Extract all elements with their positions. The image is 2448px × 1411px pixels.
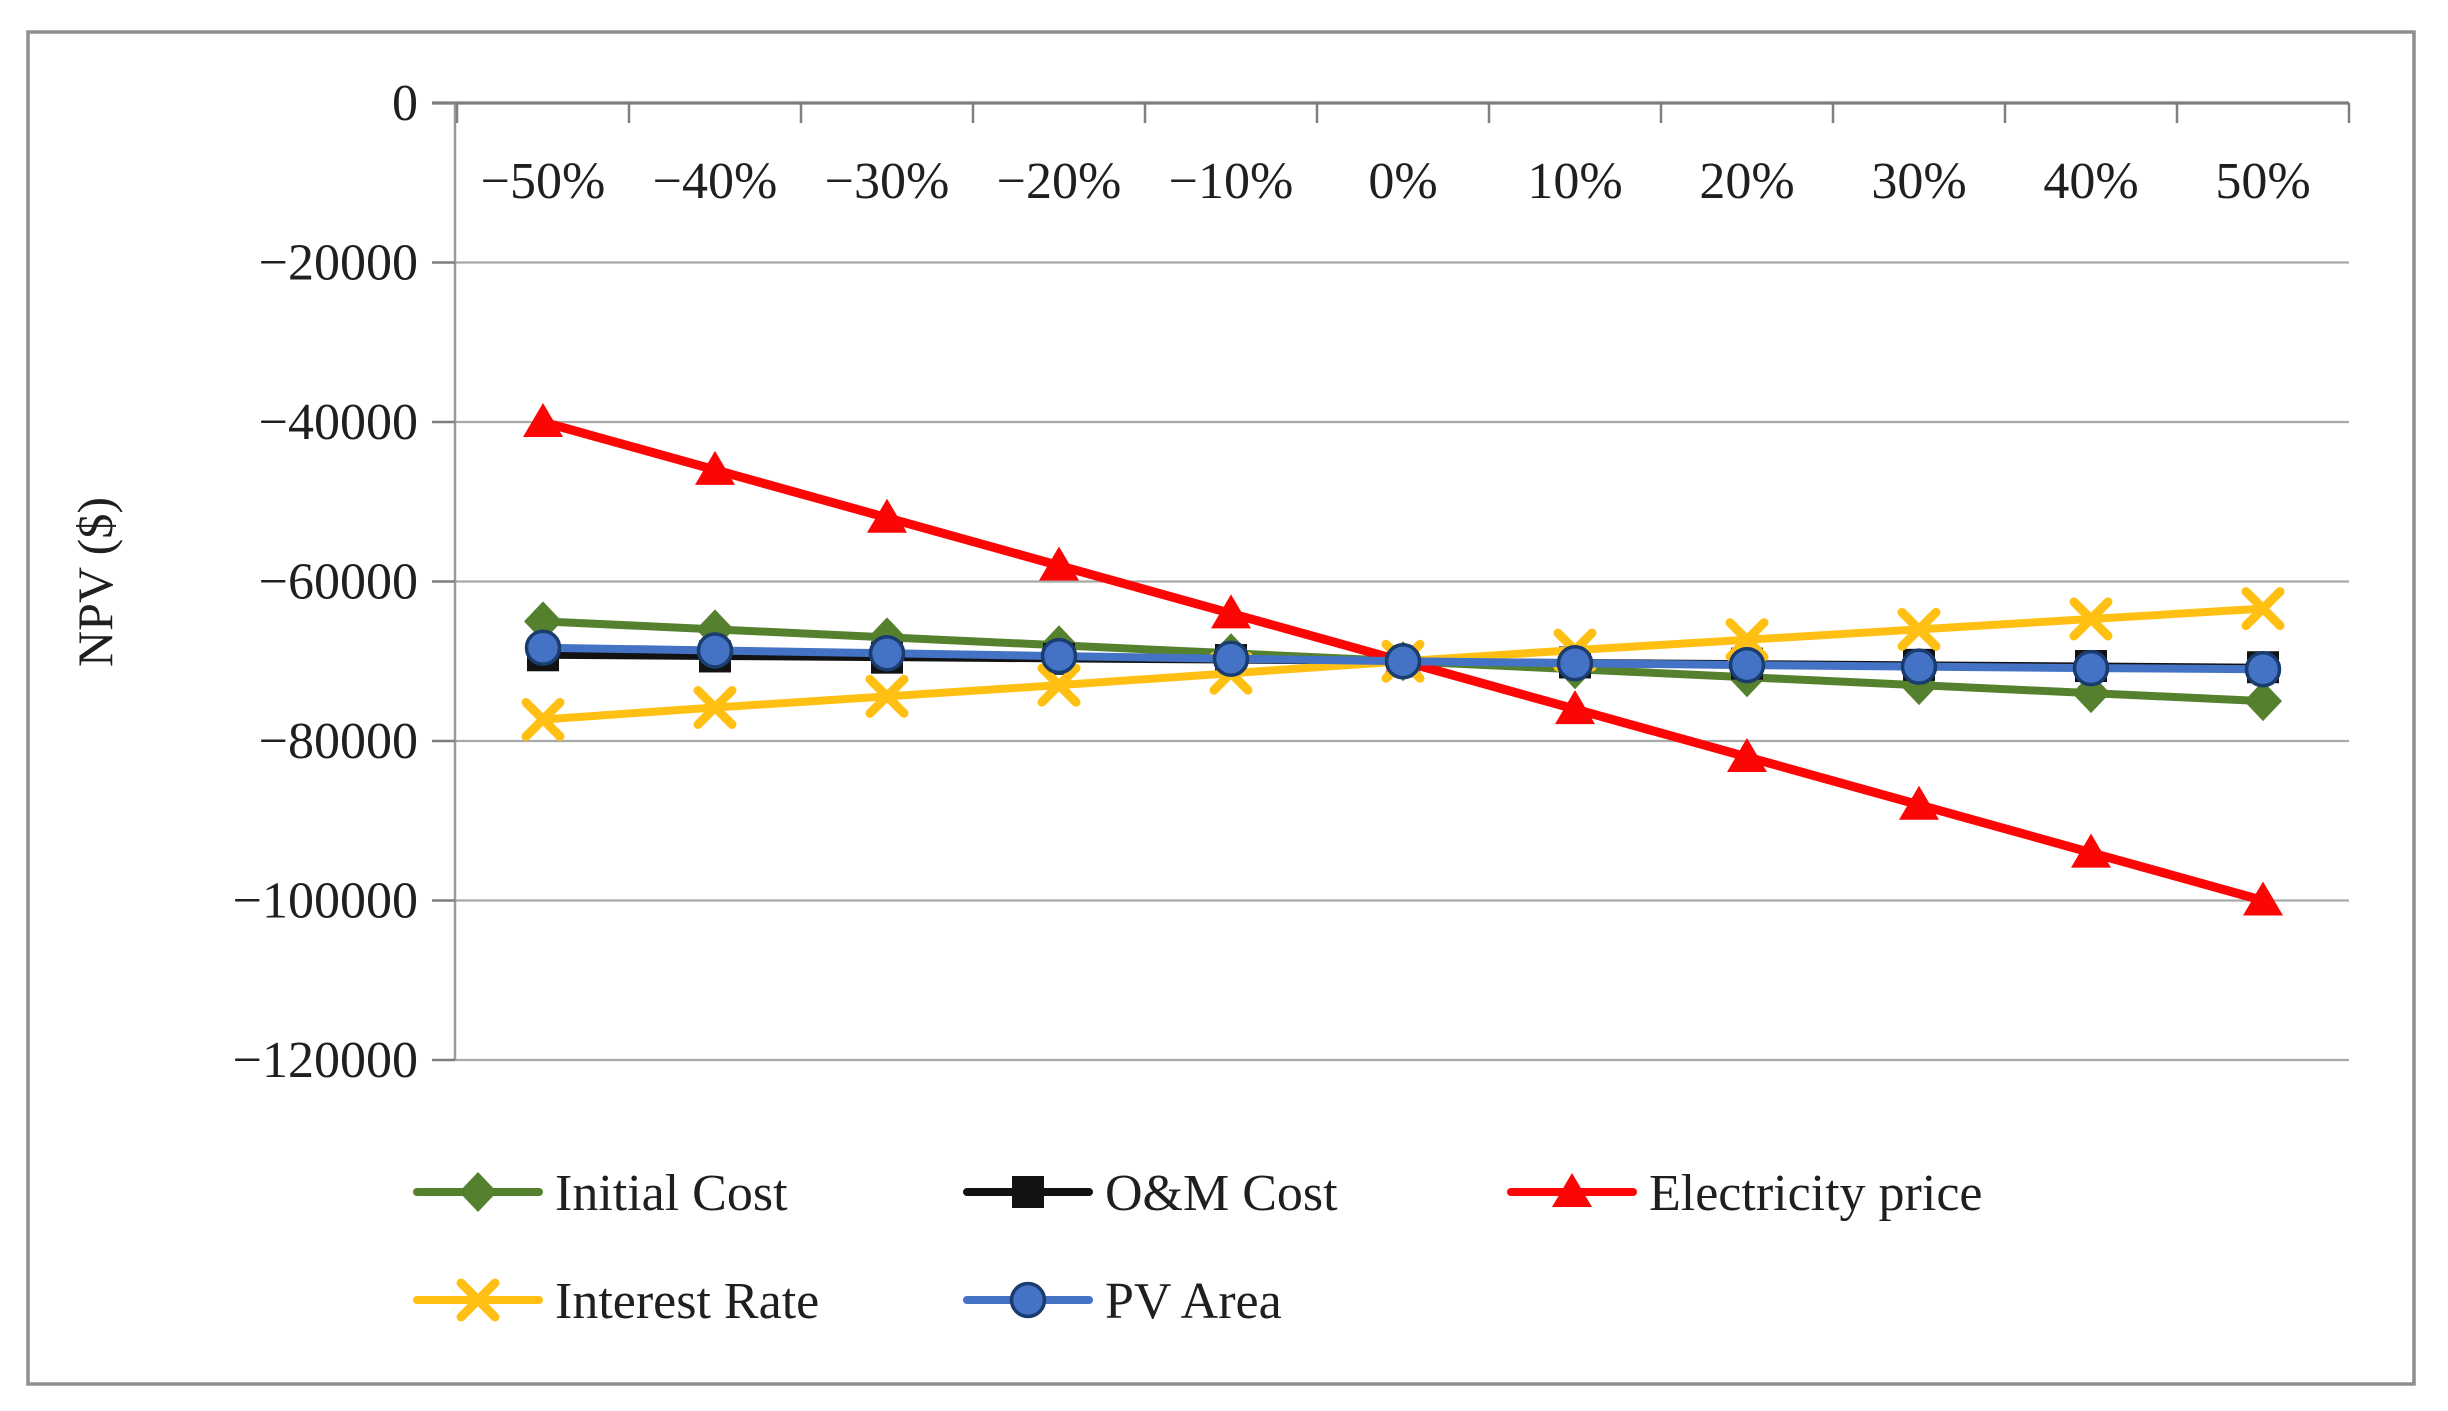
circle-marker <box>2244 650 2282 688</box>
triangle-marker <box>523 403 563 437</box>
diamond-marker <box>524 601 562 642</box>
x-tick-label: −20% <box>997 153 1122 210</box>
x-tick-label: 10% <box>1527 153 1622 210</box>
y-tick-label: −40000 <box>259 394 418 451</box>
circle-marker <box>1900 648 1938 685</box>
x-tick-label: 30% <box>1871 153 1966 210</box>
x-marker <box>2069 597 2113 641</box>
triangle-marker <box>1552 1173 1592 1207</box>
triangle-marker <box>867 498 907 533</box>
legend-item: O&M Cost <box>963 1165 1338 1222</box>
legend-item: Initial Cost <box>413 1165 788 1222</box>
legend-item: PV Area <box>963 1273 1282 1330</box>
x-marker <box>1897 607 1941 651</box>
legend-item: Electricity price <box>1507 1165 1982 1222</box>
legend-label: Electricity price <box>1649 1165 1982 1222</box>
x-tick-label: −30% <box>825 153 950 210</box>
legend-label: O&M Cost <box>1105 1165 1338 1222</box>
square-marker <box>1012 1176 1044 1208</box>
figure-border <box>26 30 2416 1386</box>
circle-marker <box>524 629 562 666</box>
diamond-marker <box>459 1172 497 1212</box>
triangle-marker <box>1899 785 1939 820</box>
y-axis-title: NPV ($) <box>67 497 123 667</box>
x-tick-label: −50% <box>481 153 606 210</box>
circle-marker <box>1009 1281 1047 1319</box>
legend-label: Initial Cost <box>555 1165 788 1222</box>
x-tick-label: −10% <box>1169 153 1294 210</box>
y-tick-label: 0 <box>392 75 418 132</box>
x-marker <box>521 697 565 741</box>
x-tick-label: 20% <box>1699 153 1794 210</box>
circle-marker <box>1556 644 1594 682</box>
x-marker <box>2241 587 2285 631</box>
triangle-marker <box>1039 546 1079 581</box>
x-tick-label: 0% <box>1368 153 1437 210</box>
x-tick-label: 50% <box>2215 153 2310 210</box>
x-tick-label: −40% <box>653 153 778 210</box>
triangle-marker <box>1555 690 1595 725</box>
circle-marker <box>1212 640 1250 677</box>
circle-marker <box>1040 637 1078 675</box>
circle-marker <box>1728 646 1766 684</box>
legend-label: PV Area <box>1105 1273 1282 1330</box>
circle-marker <box>696 632 734 669</box>
circle-marker <box>1384 643 1422 680</box>
y-tick-label: −100000 <box>233 873 418 930</box>
triangle-marker <box>1211 594 1251 629</box>
y-tick-label: −120000 <box>233 1032 418 1089</box>
diamond-marker <box>2244 681 2282 722</box>
x-marker <box>1037 663 1081 707</box>
x-marker <box>456 1278 500 1322</box>
x-marker <box>693 686 737 730</box>
triangle-marker <box>2071 833 2111 868</box>
legend-item: Interest Rate <box>413 1273 819 1330</box>
x-marker <box>865 674 909 718</box>
y-tick-label: −20000 <box>259 235 418 292</box>
circle-marker <box>868 635 906 672</box>
triangle-marker <box>2243 881 2283 916</box>
triangle-marker <box>695 450 735 485</box>
x-tick-label: 40% <box>2043 153 2138 210</box>
circle-marker <box>2072 649 2110 687</box>
legend-label: Interest Rate <box>555 1273 819 1330</box>
triangle-marker <box>1727 737 1767 772</box>
y-tick-label: −80000 <box>259 713 418 770</box>
y-tick-label: −60000 <box>259 554 418 611</box>
series-pv-area <box>524 629 2282 688</box>
